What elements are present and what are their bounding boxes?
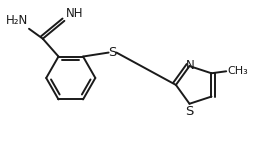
Text: S: S xyxy=(108,46,117,59)
Text: N: N xyxy=(186,59,195,72)
Text: CH₃: CH₃ xyxy=(227,66,248,76)
Text: H₂N: H₂N xyxy=(6,14,28,27)
Text: S: S xyxy=(185,105,194,118)
Text: NH: NH xyxy=(66,7,84,20)
